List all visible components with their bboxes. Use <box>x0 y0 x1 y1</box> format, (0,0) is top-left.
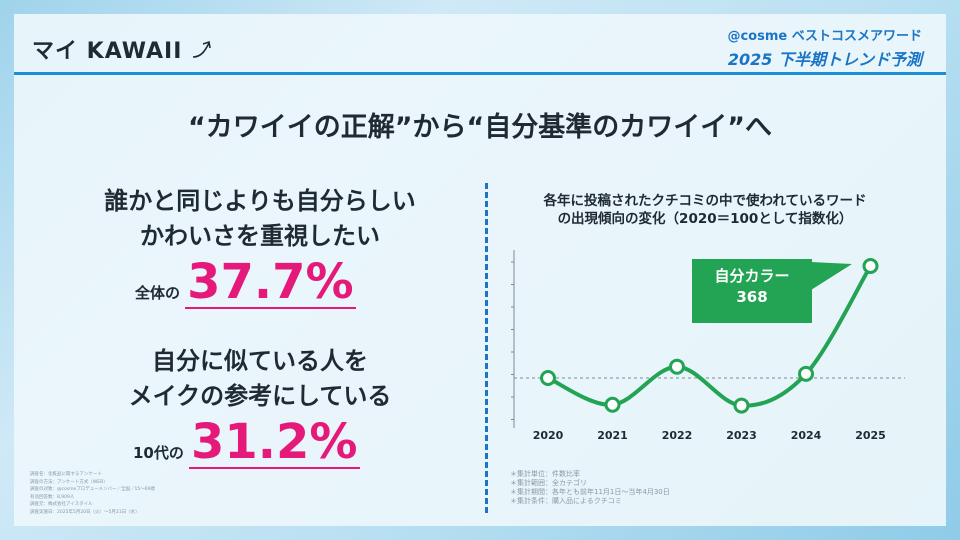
page-headline: “カワイイの正解”から“自分基準のカワイイ”へ <box>188 112 772 143</box>
x-tick-label-2023: 2023 <box>726 429 757 442</box>
arrow-up-right-icon <box>193 40 211 58</box>
stat2-row: 10代の 31.2% <box>133 418 360 469</box>
x-tick-label-2020: 2020 <box>533 429 564 442</box>
data-point-2023 <box>733 397 750 414</box>
brand-name: @cosme ベストコスメアワード <box>727 29 922 44</box>
data-point-2025 <box>862 258 879 274</box>
section-title: マイ KAWAII <box>32 33 213 65</box>
stat1-value: 37.7% <box>185 254 356 310</box>
callout-pointer <box>811 262 852 290</box>
stat2-description: 自分に似ている人を メイクの参考にしている <box>128 347 392 410</box>
chart-notes: ＊集計単位：件数比率 ＊集計範囲：全カテゴリ ＊集計期間：各年とも前年11月1日… <box>510 470 670 505</box>
brand-subtitle: 2025 下半期トレンド予測 <box>727 50 922 69</box>
data-point-2021 <box>604 396 621 413</box>
data-point-2024 <box>798 365 814 382</box>
stat2-prefix: 10代の <box>133 444 184 462</box>
data-point-2020 <box>540 370 556 386</box>
header-underline <box>14 72 946 75</box>
x-tick-label-2025: 2025 <box>855 429 886 442</box>
chart-callout: 自分カラー 368 <box>692 259 812 323</box>
data-point-2022 <box>669 358 685 375</box>
callout-value: 368 <box>736 288 768 306</box>
stat1-description: 誰かと同じよりも自分らしい かわいさを重視したい <box>104 187 416 250</box>
brand-block: @cosme ベストコスメアワード 2025 下半期トレンド予測 <box>727 25 922 70</box>
stat2-value: 31.2% <box>188 414 360 470</box>
stat1-prefix: 全体の <box>135 284 181 302</box>
x-tick-label-2021: 2021 <box>597 429 628 442</box>
x-tick-label-2022: 2022 <box>662 429 693 442</box>
stat1-row: 全体の 37.7% <box>135 258 356 309</box>
chart-title: 各年に投稿されたクチコミの中で使われているワード の出現傾向の変化（2020＝1… <box>543 193 867 227</box>
callout-label: 自分カラー <box>714 267 790 285</box>
survey-notes: 調査名：化粧品に関するアンケート 調査の方法：アンケート方式（WEB） 調査の対… <box>30 472 155 515</box>
section-divider <box>485 183 488 513</box>
x-tick-label-2024: 2024 <box>791 429 822 442</box>
